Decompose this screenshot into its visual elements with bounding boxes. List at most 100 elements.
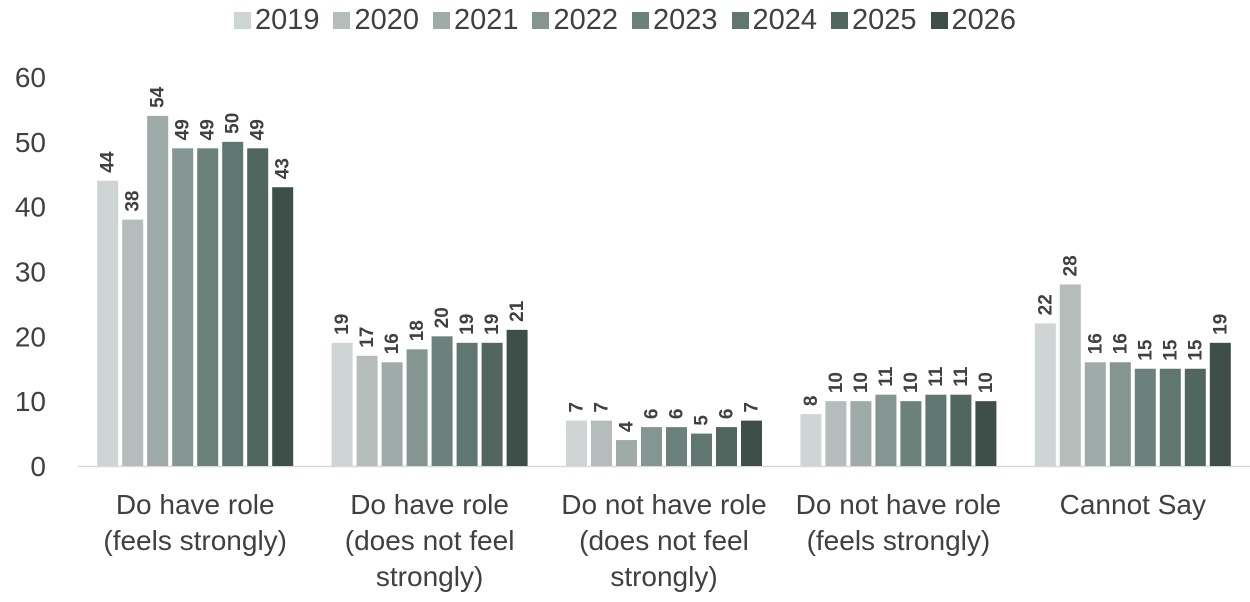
bar: [172, 148, 194, 467]
data-label: 11: [876, 366, 897, 387]
legend-swatch: [632, 11, 649, 29]
bar: [406, 349, 428, 466]
data-label: 7: [742, 402, 763, 413]
bar: [1034, 323, 1056, 466]
data-label: 38: [123, 190, 144, 211]
bar: [925, 394, 947, 466]
data-label: 10: [901, 372, 922, 393]
bar: [1184, 368, 1206, 466]
y-tick-label: 60: [15, 62, 46, 93]
y-tick-label: 50: [15, 127, 46, 158]
data-label: 19: [482, 314, 503, 335]
legend: 2019 2020 2021 2022 2023 2024 2025 2026: [0, 0, 1250, 40]
data-label: 11: [926, 366, 947, 387]
category-label: Cannot Say: [1060, 489, 1206, 520]
data-label: 19: [457, 314, 478, 335]
bar: [1159, 368, 1181, 466]
legend-item-2019: 2019: [233, 3, 320, 37]
bar: [1059, 284, 1081, 466]
legend-item-2021: 2021: [432, 3, 519, 37]
category-label: Do have role: [116, 489, 275, 520]
data-label: 10: [976, 372, 997, 393]
category-label: (feels strongly): [807, 525, 991, 556]
bar: [381, 362, 403, 466]
legend-swatch: [532, 11, 550, 29]
category-label: Do not have role: [796, 489, 1001, 520]
legend-swatch: [930, 11, 948, 29]
legend-swatch: [333, 11, 351, 29]
bar: [1084, 362, 1106, 466]
data-label: 15: [1160, 339, 1181, 361]
bar: [331, 342, 353, 466]
data-label: 11: [951, 366, 972, 387]
data-label: 15: [1135, 339, 1156, 361]
legend-label: 2023: [653, 3, 718, 36]
data-label: 6: [717, 409, 738, 420]
data-label: 16: [1110, 333, 1131, 354]
data-label: 10: [851, 372, 872, 393]
bar: [247, 148, 269, 467]
data-label: 15: [1185, 339, 1206, 361]
bar: [506, 329, 528, 466]
data-label: 49: [198, 119, 219, 140]
y-tick-label: 30: [15, 257, 46, 288]
data-label: 8: [801, 396, 822, 407]
bar: [1134, 368, 1156, 466]
legend-label: 2019: [254, 3, 320, 36]
category-label: strongly): [376, 561, 483, 592]
category-label: strongly): [610, 561, 717, 592]
data-label: 28: [1060, 255, 1081, 276]
bar: [197, 148, 219, 467]
bar: [222, 141, 244, 467]
legend-label: 2022: [553, 3, 618, 36]
legend-label: 2024: [752, 3, 818, 36]
data-label: 20: [432, 307, 453, 328]
legend-label: 2021: [453, 3, 519, 36]
data-label: 19: [332, 314, 353, 335]
category-label: Do have role: [350, 489, 509, 520]
bar: [741, 420, 762, 466]
data-label: 6: [642, 409, 663, 420]
data-label: 54: [148, 86, 169, 108]
data-label: 7: [592, 402, 613, 413]
y-tick-label: 20: [15, 321, 46, 352]
bar: [566, 420, 587, 466]
bar: [456, 342, 478, 466]
bar: [666, 427, 687, 466]
legend-swatch: [731, 11, 749, 29]
data-label: 49: [248, 119, 269, 140]
y-tick-label: 40: [15, 192, 46, 223]
bar: [716, 427, 737, 466]
bar: [1109, 362, 1131, 466]
bar: [481, 342, 503, 466]
bar: [591, 420, 612, 466]
data-label: 50: [223, 113, 244, 134]
legend-label: 2025: [852, 3, 917, 36]
data-label: 7: [567, 402, 588, 413]
bar: [97, 180, 119, 466]
y-tick-label: 10: [15, 386, 46, 417]
bar: [356, 355, 378, 466]
bar: [641, 427, 662, 466]
legend-item-2023: 2023: [632, 4, 718, 37]
legend-swatch: [831, 11, 849, 29]
legend-item-2026: 2026: [930, 3, 1017, 37]
bar: [691, 433, 712, 466]
data-label: 21: [507, 300, 528, 322]
legend-item-2022: 2022: [532, 4, 618, 37]
bar: [875, 394, 897, 466]
data-label: 4: [617, 421, 638, 432]
bar: [950, 394, 972, 466]
data-label: 18: [407, 320, 428, 341]
legend-label: 2026: [951, 3, 1017, 36]
legend-item-2020: 2020: [333, 4, 419, 37]
legend-label: 2020: [354, 3, 419, 36]
data-label: 44: [98, 151, 119, 173]
bar: [975, 401, 997, 466]
bar: [1209, 342, 1231, 466]
legend-item-2025: 2025: [831, 4, 917, 37]
category-label: Do not have role: [561, 489, 766, 520]
bar: [800, 414, 822, 466]
bar: [431, 336, 453, 466]
